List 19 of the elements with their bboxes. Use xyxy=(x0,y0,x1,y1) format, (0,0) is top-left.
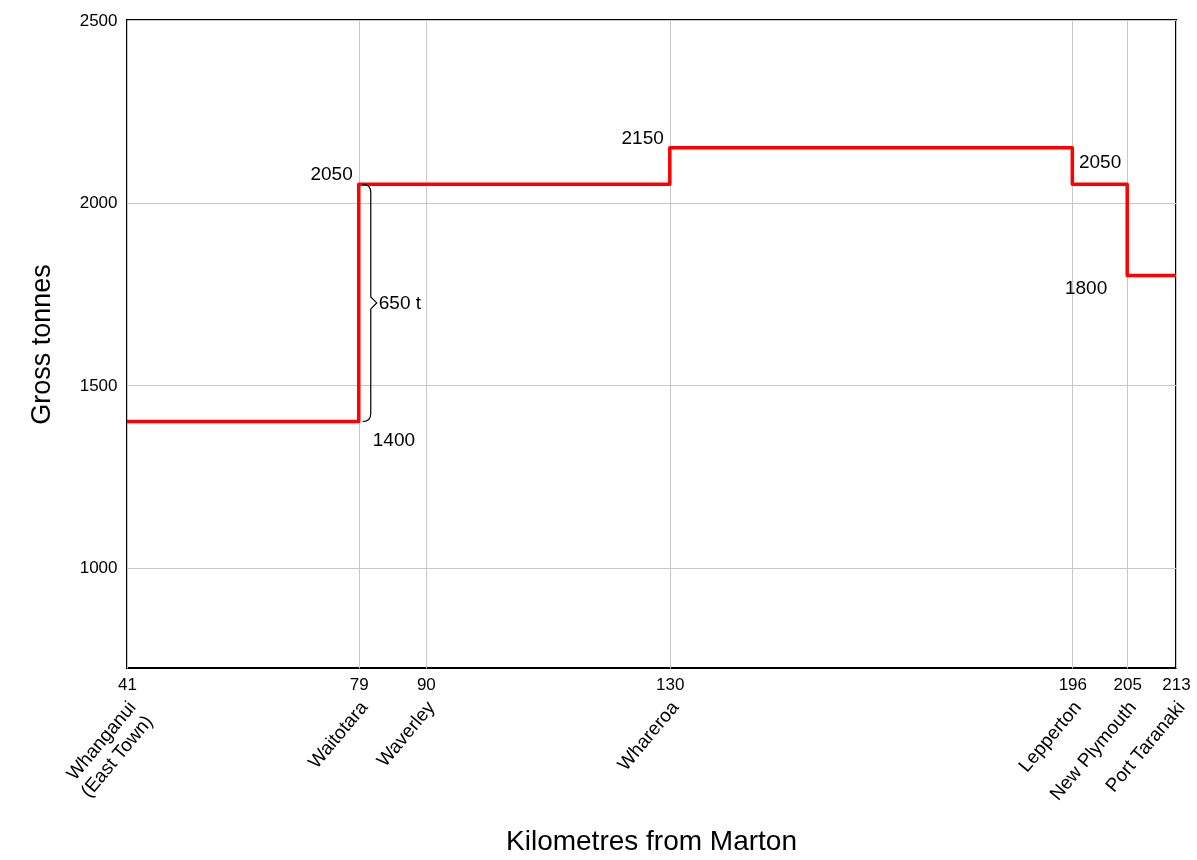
x-tick-label: 90 xyxy=(416,674,436,694)
x-tick-label: 79 xyxy=(349,674,369,694)
y-tick-label: 2500 xyxy=(79,10,118,30)
x-axis-title: Kilometres from Marton xyxy=(506,825,797,856)
annotation: 1400 xyxy=(372,428,416,450)
y-tick-label: 2000 xyxy=(79,193,118,213)
annotation: 650 t xyxy=(378,291,422,313)
annotation: 2150 xyxy=(621,126,664,148)
annotation: 2050 xyxy=(310,163,353,185)
x-tick-label: 130 xyxy=(656,674,685,694)
x-tick-label: 205 xyxy=(1113,674,1142,694)
annotation: 1800 xyxy=(1064,276,1108,298)
y-tick-label: 1000 xyxy=(79,558,118,578)
annotation: 2050 xyxy=(1078,151,1122,173)
x-tick-label: 196 xyxy=(1058,674,1088,694)
y-axis-title: Gross tonnes xyxy=(25,264,56,425)
x-tick-label: 41 xyxy=(118,674,137,694)
y-tick-label: 1500 xyxy=(79,375,118,395)
x-tick-label: 213 xyxy=(1162,674,1191,694)
